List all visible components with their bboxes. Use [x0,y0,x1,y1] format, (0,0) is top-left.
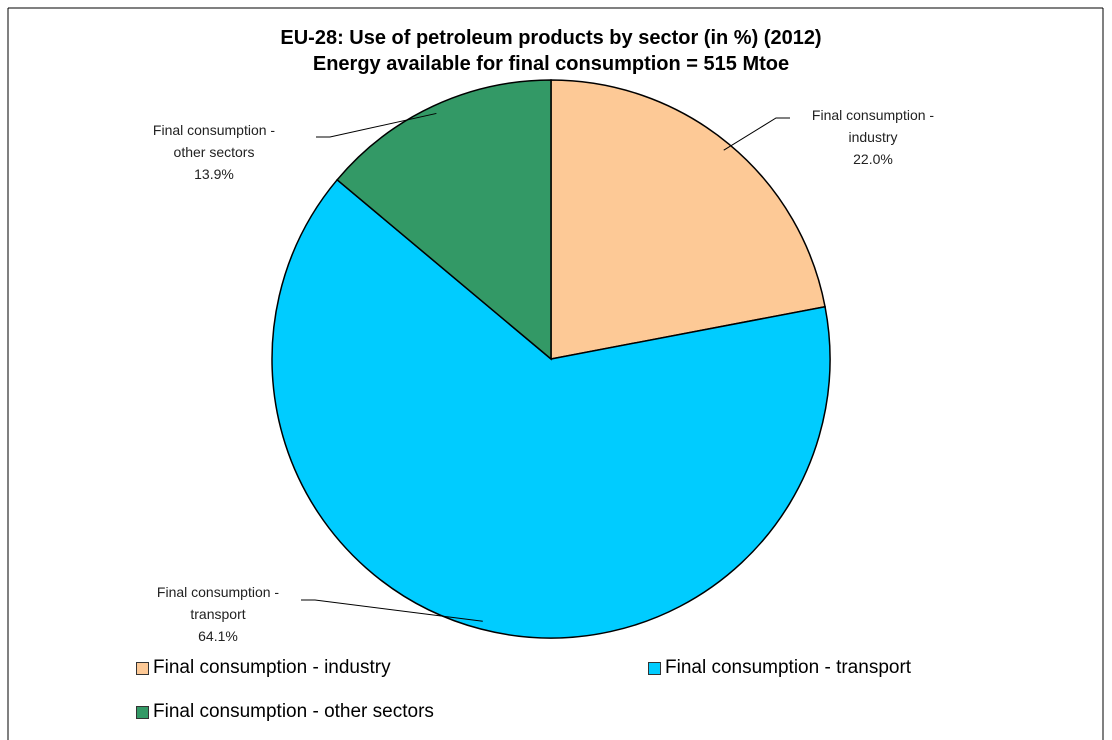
data-label-value: 13.9% [194,166,234,182]
data-label-value: 64.1% [198,628,238,644]
data-label-category: Final consumption - other sectors [152,122,276,160]
data-label-value: 22.0% [853,151,893,167]
legend-label: Final consumption - transport [665,657,912,678]
legend-label: Final consumption - other sectors [153,701,434,722]
pie-slice [336,79,552,361]
leader-line [723,117,790,151]
leader-line [301,599,483,622]
pie-slice [271,178,831,639]
data-label-category: Final consumption - industry [811,107,935,145]
legend-item: Final consumption - transport [648,656,1048,680]
data-label: Final consumption - other sectors 13.9% [144,119,284,185]
legend: Final consumption - industry Final consum… [136,656,1048,724]
data-label-category: Final consumption - transport [156,584,280,622]
chart-subtitle: Energy available for final consumption =… [313,53,789,75]
legend-item: Final consumption - other sectors [136,700,648,724]
legend-swatch [136,705,149,719]
pie-slice [550,79,826,360]
legend-item: Final consumption - industry [136,656,648,680]
leader-line [316,112,437,138]
data-label: Final consumption - transport 64.1% [148,581,288,647]
chart-title: EU-28: Use of petroleum products by sect… [280,27,821,49]
data-label: Final consumption - industry 22.0% [803,104,943,170]
legend-swatch [136,661,149,675]
legend-swatch [648,661,661,675]
legend-label: Final consumption - industry [153,657,391,678]
